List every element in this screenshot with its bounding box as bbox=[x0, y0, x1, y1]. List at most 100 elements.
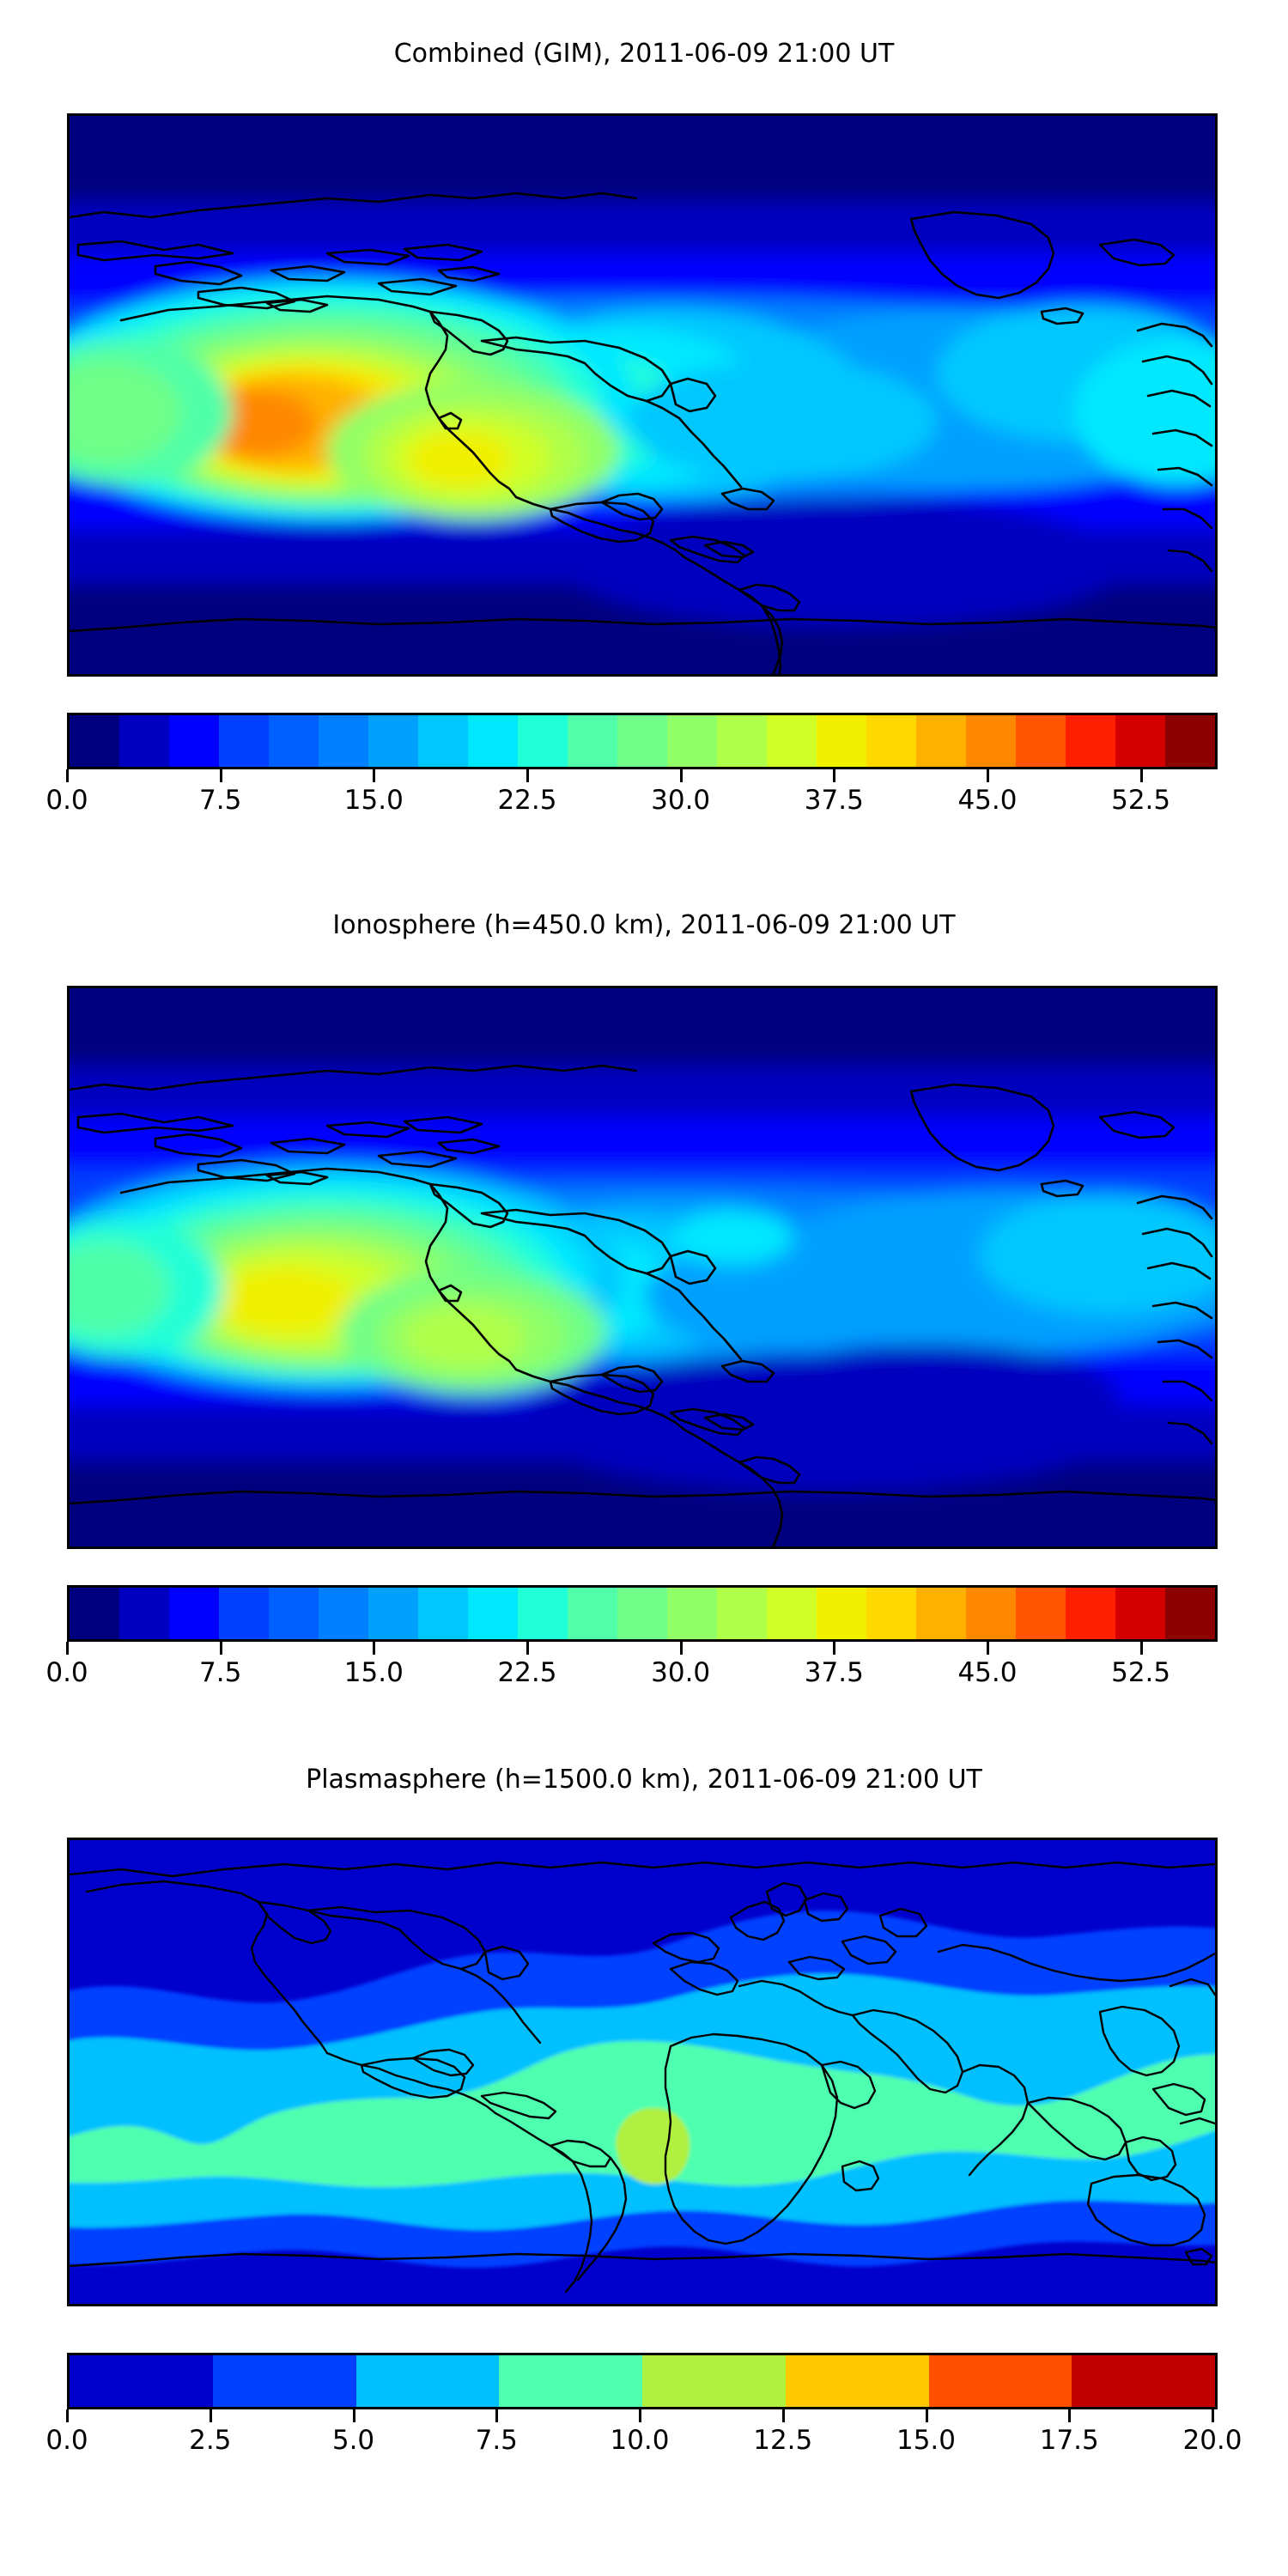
colorbar-wrap-combined: 0.0 7.5 15.0 22.5 30.0 37.5 45.0 52.5 bbox=[46, 713, 1218, 821]
colorbar-band bbox=[368, 1588, 418, 1639]
colorbar-tick-label: 7.5 bbox=[475, 2425, 518, 2456]
colorbar-band bbox=[767, 1588, 817, 1639]
colorbar-band bbox=[269, 1588, 319, 1639]
colorbar-band bbox=[119, 715, 169, 767]
colorbar-tick bbox=[1212, 2409, 1214, 2422]
coastlines-plasmasphere bbox=[70, 1861, 1215, 2293]
colorbar-band bbox=[1066, 715, 1115, 767]
colorbar-tick-label: 22.5 bbox=[497, 785, 557, 816]
colorbar-tick-label: 37.5 bbox=[804, 785, 864, 816]
colorbar-band bbox=[785, 2355, 929, 2407]
colorbar-band bbox=[1066, 1588, 1115, 1639]
coastlines-ionosphere bbox=[70, 1064, 1215, 1546]
colorbar-tick bbox=[986, 1642, 989, 1655]
colorbar-tick bbox=[679, 769, 683, 782]
colorbar-band bbox=[817, 715, 866, 767]
colorbar-tick bbox=[1139, 769, 1143, 782]
colorbar-tick-label: 17.5 bbox=[1039, 2425, 1099, 2456]
panel-ionosphere: Ionosphere (h=450.0 km), 2011-06-09 21:0… bbox=[0, 859, 1288, 1752]
colorbar-tick bbox=[66, 1642, 69, 1655]
panel-title-ionosphere: Ionosphere (h=450.0 km), 2011-06-09 21:0… bbox=[332, 910, 956, 940]
colorbar-tick bbox=[986, 769, 989, 782]
colorbar-band bbox=[368, 715, 418, 767]
colorbar-band bbox=[468, 1588, 518, 1639]
colorbar-band bbox=[269, 715, 319, 767]
colorbar-tick bbox=[219, 769, 222, 782]
colorbar-tick bbox=[781, 2409, 785, 2422]
colorbar-ticks-ionosphere bbox=[64, 1642, 1215, 1656]
colorbar-tick bbox=[1139, 1642, 1143, 1655]
colorbar-band bbox=[212, 2355, 356, 2407]
colorbar-tick-label: 22.5 bbox=[497, 1657, 557, 1688]
colorbar-tick bbox=[352, 2409, 355, 2422]
colorbar-band bbox=[866, 715, 916, 767]
colorbar-band bbox=[1165, 1588, 1215, 1639]
panel-title-plasmasphere: Plasmasphere (h=1500.0 km), 2011-06-09 2… bbox=[306, 1765, 982, 1795]
colorbar-band bbox=[667, 715, 717, 767]
colorbar-tick bbox=[219, 1642, 222, 1655]
colorbar-band bbox=[866, 1588, 916, 1639]
colorbar-band bbox=[966, 1588, 1016, 1639]
colorbar-band bbox=[568, 1588, 617, 1639]
colorbar-band bbox=[617, 715, 667, 767]
colorbar-band bbox=[70, 715, 119, 767]
colorbar-band bbox=[219, 715, 269, 767]
colorbar-band bbox=[642, 2355, 786, 2407]
tec-field-combined bbox=[70, 116, 1215, 674]
colorbar-band bbox=[717, 1588, 767, 1639]
colorbar-band bbox=[418, 715, 468, 767]
colorbar-plasmasphere bbox=[67, 2353, 1218, 2409]
colorbar-band bbox=[1115, 715, 1165, 767]
colorbar-ticklabels-ionosphere: 0.0 7.5 15.0 22.5 30.0 37.5 45.0 52.5 bbox=[46, 1656, 1215, 1693]
tec-field-ionosphere bbox=[70, 988, 1215, 1546]
colorbar-tick-label: 45.0 bbox=[957, 1657, 1018, 1688]
colorbar-tick-label: 52.5 bbox=[1111, 1657, 1171, 1688]
colorbar-band bbox=[70, 2355, 213, 2407]
colorbar-tick-label: 37.5 bbox=[804, 1657, 864, 1688]
colorbar-tick-label: 20.0 bbox=[1182, 2425, 1242, 2456]
colorbar-tick bbox=[66, 769, 69, 782]
colorbar-band bbox=[518, 1588, 568, 1639]
colorbar-tick bbox=[526, 769, 529, 782]
colorbar-band bbox=[499, 2355, 642, 2407]
colorbar-band bbox=[169, 1588, 219, 1639]
colorbar-tick-label: 12.5 bbox=[753, 2425, 813, 2456]
map-plasmasphere bbox=[67, 1838, 1218, 2306]
map-combined bbox=[67, 113, 1218, 677]
colorbar-tick-label: 15.0 bbox=[343, 785, 404, 816]
colorbar-band bbox=[966, 715, 1016, 767]
colorbar-tick-label: 10.0 bbox=[610, 2425, 670, 2456]
colorbar-tick-label: 0.0 bbox=[46, 785, 88, 816]
colorbar-wrap-ionosphere: 0.0 7.5 15.0 22.5 30.0 37.5 45.0 52.5 bbox=[46, 1585, 1218, 1693]
colorbar-band bbox=[319, 1588, 368, 1639]
colorbar-band bbox=[568, 715, 617, 767]
colorbar-tick-label: 0.0 bbox=[46, 2425, 88, 2456]
colorbar-tick-label: 45.0 bbox=[957, 785, 1018, 816]
colorbar-band bbox=[1165, 715, 1215, 767]
colorbar-band bbox=[1115, 1588, 1165, 1639]
colorbar-band bbox=[916, 715, 966, 767]
map-ionosphere bbox=[67, 986, 1218, 1549]
colorbar-tick bbox=[495, 2409, 499, 2422]
colorbar-tick-label: 5.0 bbox=[331, 2425, 375, 2456]
colorbar-tick bbox=[679, 1642, 683, 1655]
colorbar-tick bbox=[209, 2409, 212, 2422]
colorbar-combined bbox=[67, 713, 1218, 769]
colorbar-tick-label: 52.5 bbox=[1111, 785, 1171, 816]
colorbar-band bbox=[319, 715, 368, 767]
colorbar-tick-label: 15.0 bbox=[896, 2425, 957, 2456]
colorbar-tick bbox=[526, 1642, 529, 1655]
map-canvas-plasmasphere bbox=[70, 1840, 1215, 2304]
map-canvas-ionosphere bbox=[70, 988, 1215, 1546]
colorbar-tick-label: 7.5 bbox=[199, 1657, 242, 1688]
colorbar-band bbox=[169, 715, 219, 767]
tec-field-plasmasphere bbox=[70, 1840, 1215, 2304]
colorbar-band bbox=[355, 2355, 500, 2407]
colorbar-band bbox=[219, 1588, 269, 1639]
colorbar-tick bbox=[1068, 2409, 1072, 2422]
colorbar-band bbox=[928, 2355, 1072, 2407]
panel-combined: Combined (GIM), 2011-06-09 21:00 UT bbox=[0, 0, 1288, 859]
colorbar-tick bbox=[833, 1642, 836, 1655]
colorbar-band bbox=[418, 1588, 468, 1639]
